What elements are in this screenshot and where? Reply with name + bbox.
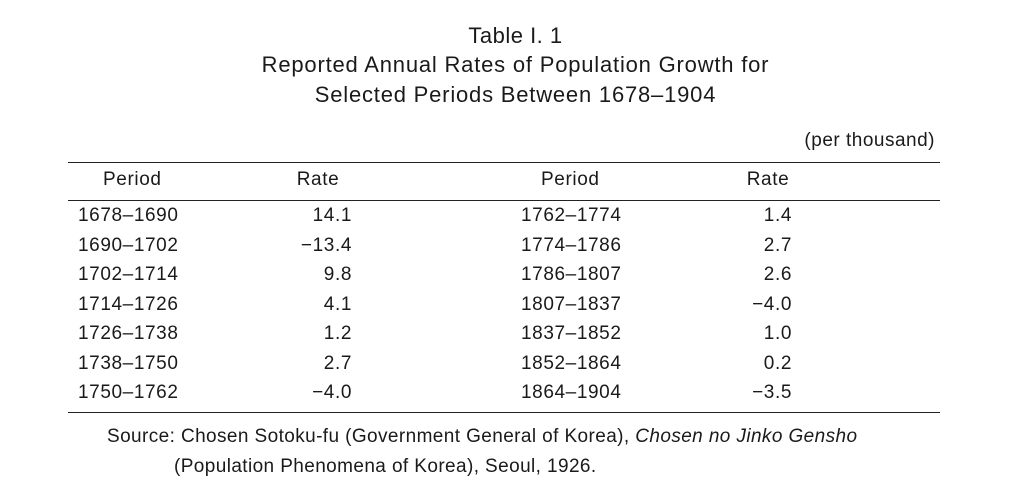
source-prefix: Source: Chosen Sotoku-fu (Government Gen… (107, 426, 636, 447)
period-cell-left: 1738–1750 (78, 353, 179, 374)
rate-cell-right: 1.4 (763, 205, 792, 226)
table-title-line-2: Selected Periods Between 1678–1904 (314, 82, 717, 107)
column-header-rate-right: Rate (746, 169, 790, 190)
period-cell-right: 1837–1852 (521, 323, 622, 344)
table-top-rule (68, 162, 940, 163)
source-line-2: (Population Phenomena of Korea), Seoul, … (174, 456, 597, 477)
rate-cell-left: −4.0 (312, 382, 352, 403)
rate-cell-right: 1.0 (763, 323, 792, 344)
period-cell-right: 1807–1837 (521, 294, 622, 315)
period-cell-left: 1690–1702 (78, 235, 179, 256)
column-header-rate-left: Rate (296, 169, 340, 190)
rate-cell-right: −3.5 (752, 382, 792, 403)
column-header-period-left: Period (103, 169, 162, 190)
period-cell-left: 1726–1738 (78, 323, 179, 344)
rate-cell-left: 9.8 (323, 264, 352, 285)
period-cell-right: 1774–1786 (521, 235, 622, 256)
title-block: Table I. 1 Reported Annual Rates of Popu… (0, 22, 1031, 110)
period-cell-right: 1852–1864 (521, 353, 622, 374)
table-label: Table I. 1 (468, 23, 563, 48)
column-header-period-right: Period (541, 169, 600, 190)
table-bottom-rule (68, 412, 940, 413)
header-rule (68, 200, 940, 201)
rate-cell-left: 14.1 (312, 205, 352, 226)
period-cell-right: 1762–1774 (521, 205, 622, 226)
rate-cell-right: −4.0 (752, 294, 792, 315)
rate-cell-right: 0.2 (763, 353, 792, 374)
period-cell-left: 1714–1726 (78, 294, 179, 315)
period-cell-right: 1786–1807 (521, 264, 622, 285)
rate-cell-left: 4.1 (323, 294, 352, 315)
source-note: Source: Chosen Sotoku-fu (Government Gen… (107, 422, 857, 482)
period-cell-left: 1750–1762 (78, 382, 179, 403)
period-cell-left: 1702–1714 (78, 264, 179, 285)
rate-cell-right: 2.6 (763, 264, 792, 285)
rate-cell-left: 1.2 (323, 323, 352, 344)
period-cell-right: 1864–1904 (521, 382, 622, 403)
unit-note: (per thousand) (804, 130, 935, 151)
rate-cell-right: 2.7 (763, 235, 792, 256)
rate-cell-left: 2.7 (323, 353, 352, 374)
source-italic-title: Chosen no Jinko Gensho (635, 426, 858, 447)
period-cell-left: 1678–1690 (78, 205, 179, 226)
rate-cell-left: −13.4 (300, 235, 352, 256)
table-title-line-1: Reported Annual Rates of Population Grow… (261, 52, 770, 77)
